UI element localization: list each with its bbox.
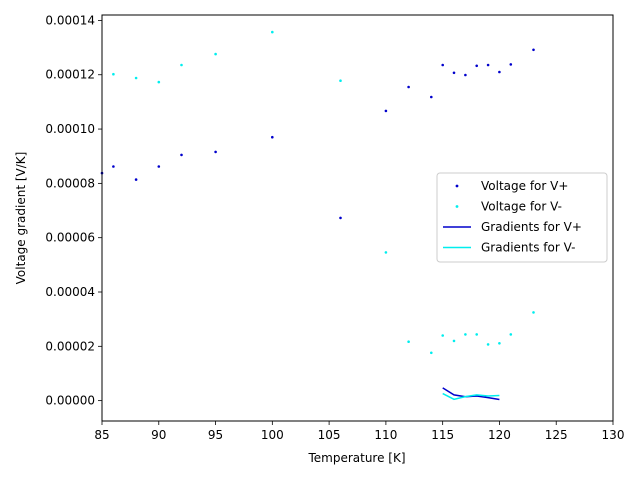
series-line-3 [442,392,500,401]
data-point-0-4 [180,153,183,157]
chart-marks [100,30,535,401]
x-tick-label-4: 105 [318,428,341,442]
data-point-0-17 [509,63,513,66]
legend-entry-1: Voltage for V- [481,200,562,214]
legend-swatch-1 [455,205,459,208]
data-point-0-18 [532,48,535,52]
data-point-1-14 [486,343,490,346]
plot-frame [101,14,614,422]
x-tick-label-9: 130 [602,428,625,442]
data-point-0-12 [452,71,456,75]
legend: Voltage for V+ Voltage for V- Gradients fo… [436,172,608,263]
y-tick-label-6: 0.00012 [45,68,95,82]
data-point-0-8 [384,109,388,113]
y-tick-label-3: 0.00006 [45,231,95,245]
y-axis: 0.00000 0.00002 0.00004 0.00006 0.00008 0.000… [45,13,102,408]
data-point-0-7 [339,216,342,220]
data-point-1-6 [339,79,342,82]
y-axis-label: Voltage gradient [V/K] [14,152,28,285]
data-point-0-1 [112,165,115,168]
data-point-0-15 [486,63,490,67]
x-tick-label-3: 100 [261,428,284,442]
x-axis: 85 90 95 100 105 110 115 120 125 130 [94,421,624,442]
data-point-0-5 [214,150,217,154]
data-point-1-11 [452,339,456,343]
x-tick-label-1: 90 [151,428,166,442]
legend-box [436,172,608,263]
x-tick-label-8: 125 [545,428,568,442]
data-point-1-10 [441,334,445,337]
y-tick-label-5: 0.00010 [45,122,95,136]
data-point-0-9 [407,85,410,89]
data-point-1-1 [134,76,138,80]
data-point-1-4 [214,52,217,56]
data-point-1-2 [157,80,161,84]
legend-swatch-0 [455,184,459,188]
data-point-1-7 [384,251,388,254]
y-tick-label-4: 0.00008 [45,176,95,190]
data-point-1-5 [271,30,274,34]
data-point-1-17 [532,311,535,314]
x-tick-label-2: 95 [208,428,223,442]
data-point-1-16 [509,333,513,336]
legend-entry-0: Voltage for V+ [481,179,568,193]
data-point-0-16 [498,70,501,74]
data-point-0-6 [271,135,274,139]
y-tick-label-2: 0.00004 [45,285,95,299]
data-point-0-13 [464,73,467,77]
data-point-1-15 [498,342,501,345]
legend-entry-3: Gradients for V- [481,241,575,255]
x-tick-label-6: 115 [431,428,454,442]
x-tick-label-7: 120 [488,428,511,442]
data-point-0-14 [475,64,479,68]
data-point-1-13 [475,333,479,336]
legend-entry-2: Gradients for V+ [481,220,582,234]
data-point-1-0 [112,72,115,76]
data-point-1-9 [430,351,433,355]
y-tick-label-0: 0.00000 [45,394,95,408]
y-tick-label-7: 0.00014 [45,13,95,27]
data-point-1-8 [407,340,410,344]
data-point-1-3 [180,63,183,67]
y-tick-label-1: 0.00002 [45,339,95,353]
data-point-0-11 [441,63,445,67]
x-tick-label-0: 85 [94,428,109,442]
data-point-0-10 [430,95,433,99]
x-tick-label-5: 110 [374,428,397,442]
x-axis-label: Temperature [K] [307,451,405,465]
data-point-0-3 [157,165,161,168]
data-point-1-12 [464,333,467,336]
data-point-0-2 [134,178,138,181]
